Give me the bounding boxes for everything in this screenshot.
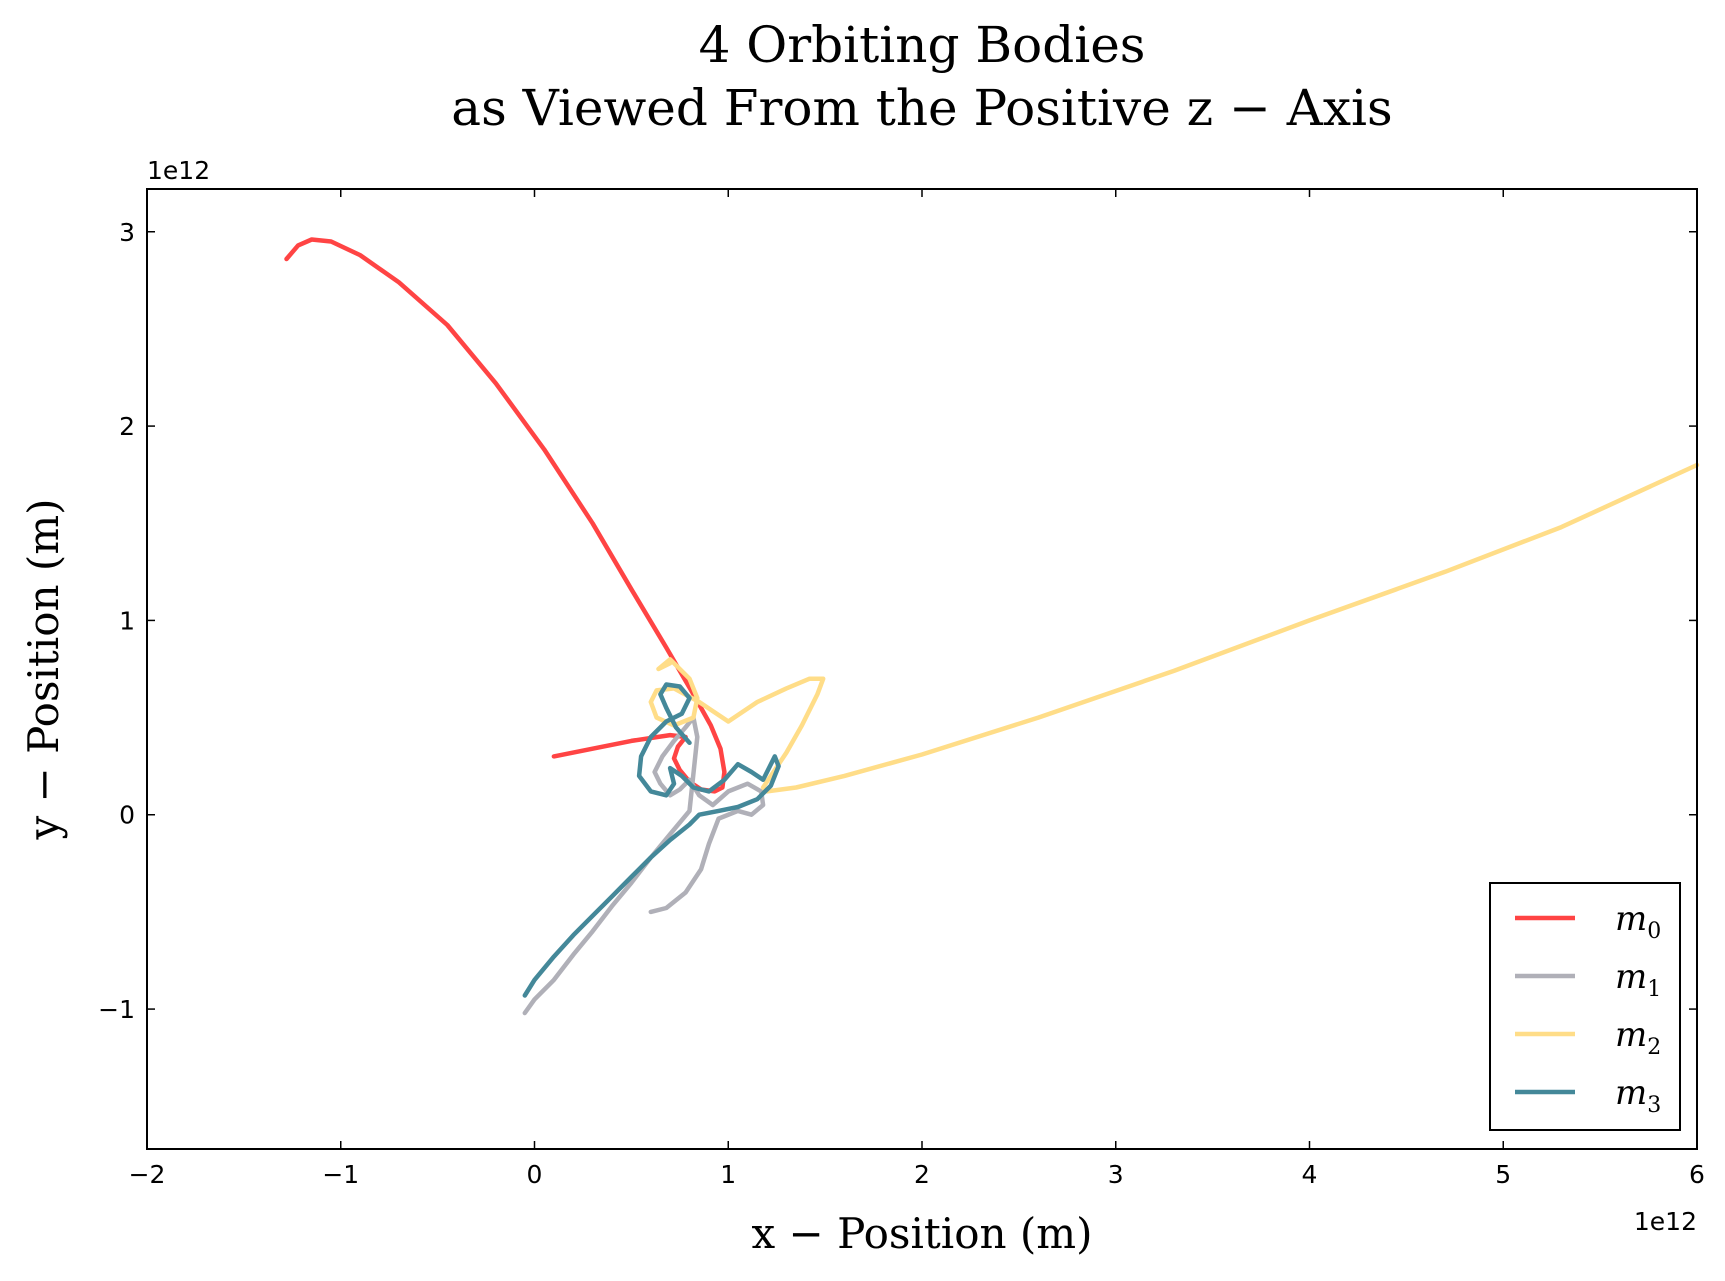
series-line-m2	[648, 462, 1700, 794]
series-layer	[284, 237, 1700, 1016]
legend: m0 m1 m2 m3	[1489, 882, 1681, 1131]
series-line-m1	[522, 715, 766, 1016]
y-tick-label: 1	[119, 606, 135, 635]
y-tick-label: 3	[119, 218, 135, 247]
legend-box	[1489, 882, 1681, 1131]
ticks-layer: −2 −1 0 1 2 3 4 5 6 −1 0 1 2 3	[98, 189, 1705, 1189]
legend-label-m2: m2	[1615, 1015, 1661, 1060]
y-tick-label: 0	[119, 801, 135, 830]
y-axis-offset-label: 1e12	[147, 156, 210, 185]
x-tick-label: −2	[129, 1160, 166, 1189]
plot-area-frame	[146, 188, 1698, 1150]
x-axis-label: x − Position (m)	[751, 1209, 1092, 1258]
x-tick-label: 0	[527, 1160, 543, 1189]
y-tick-label: −1	[98, 995, 135, 1024]
x-axis-offset-label: 1e12	[1634, 1207, 1697, 1236]
chart-title-line-1: 4 Orbiting Bodies	[699, 16, 1146, 74]
legend-label-m0: m0	[1615, 899, 1661, 944]
x-tick-label: 2	[914, 1160, 930, 1189]
series-line-m0	[284, 237, 727, 794]
x-tick-label: −1	[322, 1160, 359, 1189]
x-tick-label: 3	[1108, 1160, 1124, 1189]
x-tick-label: 6	[1689, 1160, 1705, 1189]
chart-title: 4 Orbiting Bodies as Viewed From the Pos…	[451, 16, 1392, 137]
series-line-m3	[522, 682, 781, 998]
x-tick-label: 5	[1495, 1160, 1511, 1189]
y-axis-label: y − Position (m)	[19, 498, 68, 840]
chart-title-line-2: as Viewed From the Positive z − Axis	[451, 79, 1392, 137]
x-tick-label: 4	[1302, 1160, 1318, 1189]
legend-label-m3: m3	[1615, 1073, 1661, 1118]
y-tick-label: 2	[119, 412, 135, 441]
legend-label-m1: m1	[1615, 957, 1661, 1002]
x-tick-label: 1	[720, 1160, 736, 1189]
